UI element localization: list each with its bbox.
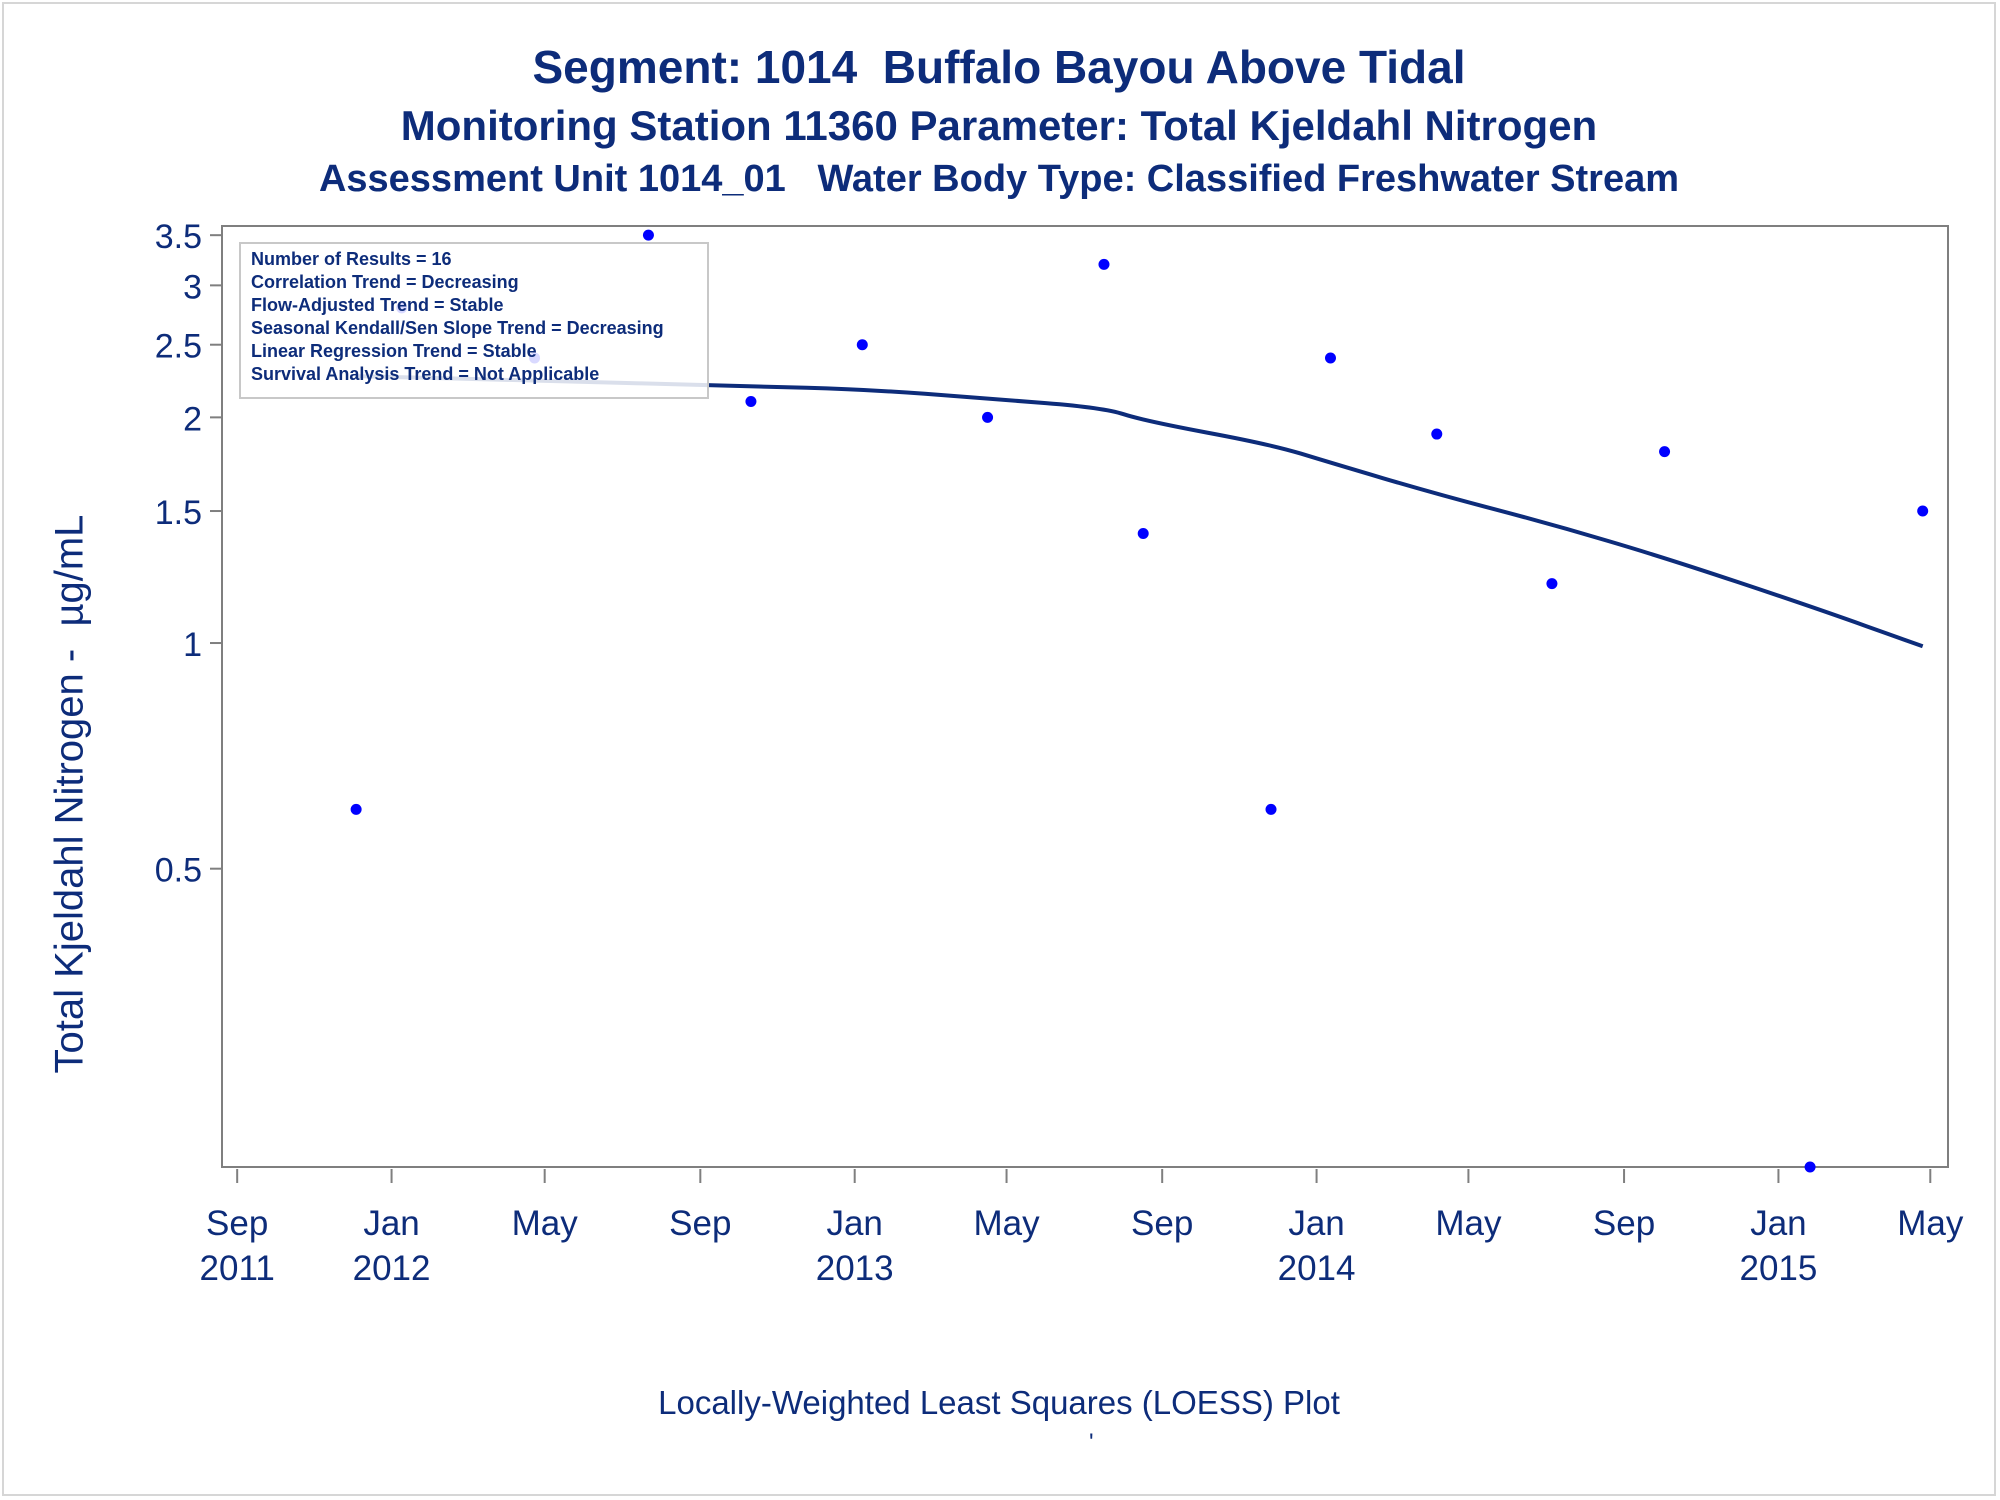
x-tick-year-label: 2012 [353,1249,431,1288]
data-point [642,229,654,241]
scatter-plot: 0.5 1 1.5 2 2.5 3 3.5 Sep 2011 Jan 2012 May Sep Jan 20… [155,218,1964,1288]
x-tick-label: Jan [1288,1204,1344,1243]
data-point [1917,505,1929,517]
x-tick-label: May [1435,1204,1502,1243]
x-tick-label: Jan [826,1204,882,1243]
chart-subtitle-2: Assessment Unit 1014_01 Water Body Type:… [318,158,1680,200]
loess-trend-line [356,374,1924,649]
footnote-mark: ' [1089,1429,1094,1456]
y-tick-label: 3.5 [155,218,202,256]
x-tick-label: Sep [1131,1204,1193,1243]
y-tick-label: 3 [183,268,202,306]
x-tick-label: May [973,1204,1040,1243]
data-point [1431,428,1443,440]
data-point [1659,446,1671,458]
data-point [1324,352,1336,364]
x-tick-year-label: 2011 [200,1249,275,1288]
chart-title: Segment: 1014 Buffalo Bayou Above Tidal [532,41,1466,93]
x-tick-label: May [512,1204,579,1243]
y-tick-label: 1 [183,626,202,664]
stats-line: Correlation Trend = Decreasing [251,272,519,292]
y-tick-label: 2.5 [155,328,202,366]
y-tick-label: 0.5 [155,852,202,890]
x-tick-label: Sep [669,1204,731,1243]
stats-line: Linear Regression Trend = Stable [251,341,537,361]
stats-line: Survival Analysis Trend = Not Applicable [251,364,599,384]
x-tick-label: Sep [206,1204,268,1243]
data-point [1265,803,1277,815]
stats-line: Flow-Adjusted Trend = Stable [251,295,504,315]
y-tick-label: 2 [183,400,202,438]
stats-box [239,242,709,399]
plot-footnote: Locally-Weighted Least Squares (LOESS) P… [658,1384,1340,1421]
stats-line: Seasonal Kendall/Sen Slope Trend = Decre… [251,318,664,338]
data-point [350,803,362,815]
x-tick-year-label: 2015 [1739,1249,1817,1288]
data-point [1546,578,1558,590]
x-tick-year-label: 2014 [1278,1249,1356,1288]
chart-subtitle: Monitoring Station 11360 Parameter: Tota… [400,102,1598,149]
data-point [1804,1161,1816,1173]
x-tick-label: Sep [1593,1204,1655,1243]
x-tick-year-label: 2013 [816,1249,894,1288]
x-tick-label: Jan [1750,1204,1806,1243]
data-point [982,411,994,423]
y-tick-label: 1.5 [155,494,202,532]
data-point [856,339,868,351]
data-point [745,395,757,407]
x-tick-label: Jan [363,1204,419,1243]
data-point [1137,527,1149,539]
stats-line: Number of Results = 16 [251,249,452,269]
data-point [1098,258,1110,270]
x-tick-label: May [1897,1204,1964,1243]
